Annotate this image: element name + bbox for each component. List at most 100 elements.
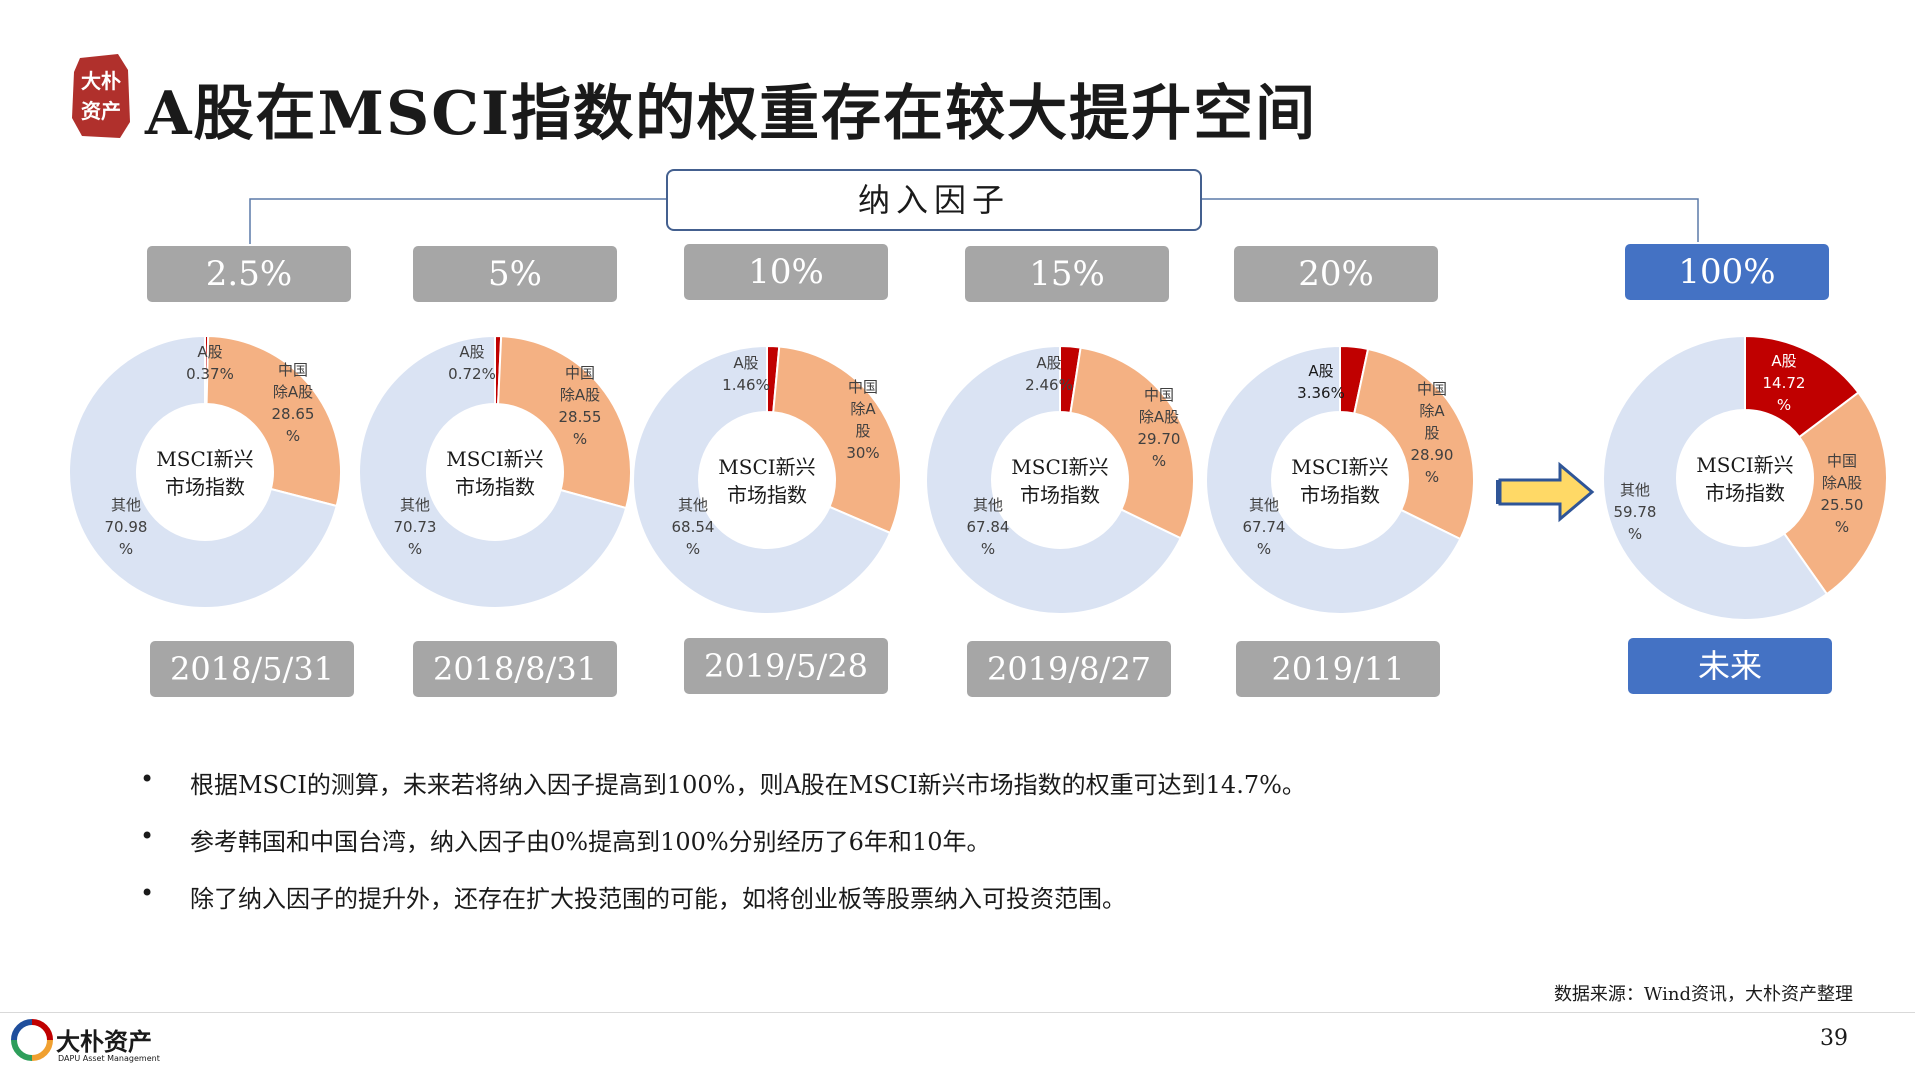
bullet-text: 除了纳入因子的提升外，还存在扩大投范围的可能，如将创业板等股票纳入可投资范围。 <box>190 885 1126 913</box>
data-label: 67.84 <box>967 518 1010 536</box>
data-label: % <box>286 427 300 445</box>
data-label: 中国 <box>848 378 878 396</box>
center-label: 市场指数 <box>165 475 245 499</box>
data-label: 其他 <box>678 496 708 514</box>
data-label: 68.54 <box>672 518 715 536</box>
data-label: 70.73 <box>394 518 437 536</box>
center-label: MSCI新兴 <box>718 455 815 479</box>
footer-divider <box>0 1012 1915 1013</box>
data-label: % <box>981 540 995 558</box>
data-label: 股 <box>855 422 870 440</box>
seal-logo: 大朴 资产 <box>72 54 130 138</box>
data-label: 其他 <box>1249 496 1279 514</box>
data-label: % <box>408 540 422 558</box>
data-label: A股 <box>459 343 484 361</box>
inclusion-factor-header: 纳入因子 <box>666 169 1202 231</box>
data-label: 25.50 <box>1821 496 1864 514</box>
bullet-symbol: • <box>140 879 155 907</box>
data-label: % <box>1777 396 1791 414</box>
data-label: 其他 <box>400 496 430 514</box>
donut-slice-other <box>925 344 1183 615</box>
data-label: 59.78 <box>1614 503 1657 521</box>
data-label: A股 <box>1771 352 1796 370</box>
donut-slice-other <box>632 344 892 615</box>
data-label: 除A股 <box>273 383 313 401</box>
data-label: 除A股 <box>560 386 600 404</box>
donut-slice-china-ex-a <box>1353 347 1475 541</box>
date-chip-2018-5-31: 2018/5/31 <box>150 641 354 697</box>
donut-slice-china-ex-a <box>205 335 342 508</box>
factor-connector <box>249 198 1699 244</box>
bullet-symbol: • <box>140 822 155 850</box>
center-label: MSCI新兴 <box>1011 455 1108 479</box>
data-label: 除A <box>1419 402 1445 420</box>
factor-chip-2-5: 2.5% <box>147 246 351 302</box>
center-label: MSCI新兴 <box>1696 453 1793 477</box>
svg-text:资产: 资产 <box>81 99 121 123</box>
data-label: 29.70 <box>1138 430 1181 448</box>
data-label: 0.72% <box>448 365 496 383</box>
company-logo-icon <box>11 1019 53 1061</box>
data-label: % <box>573 430 587 448</box>
data-label: 中国 <box>1827 452 1857 470</box>
donut-slice-china-ex-a <box>1069 346 1195 540</box>
donut-slice-other <box>1205 344 1462 615</box>
data-label: 除A股 <box>1822 474 1862 492</box>
data-label: % <box>1257 540 1271 558</box>
center-label: 市场指数 <box>727 483 807 507</box>
data-label: 中国 <box>565 364 595 382</box>
data-label: 30% <box>846 444 879 462</box>
center-label: MSCI新兴 <box>446 447 543 471</box>
data-label: 其他 <box>111 496 141 514</box>
data-label: 14.72 <box>1763 374 1806 392</box>
data-label: 70.98 <box>105 518 148 536</box>
factor-chip-15: 15% <box>965 246 1169 302</box>
data-label: 0.37% <box>186 365 234 383</box>
data-label: % <box>1425 468 1439 486</box>
data-label: 28.55 <box>559 408 602 426</box>
data-label: A股 <box>733 354 758 372</box>
data-label: 67.74 <box>1243 518 1286 536</box>
bullet-text: 根据MSCI的测算，未来若将纳入因子提高到100%，则A股在MSCI新兴市场指数… <box>190 771 1306 799</box>
donut-slice-other <box>68 334 338 609</box>
data-label: 1.46% <box>722 376 770 394</box>
data-label: A股 <box>197 343 222 361</box>
data-label: A股 <box>1308 362 1333 380</box>
data-label: 其他 <box>1620 481 1650 499</box>
company-logo-name: 大朴资产 <box>56 1028 152 1056</box>
data-label: A股 <box>1036 354 1061 372</box>
center-label: 市场指数 <box>455 475 535 499</box>
center-label: MSCI新兴 <box>156 447 253 471</box>
data-label: 中国 <box>1417 380 1447 398</box>
donut-slice-other <box>1602 334 1829 621</box>
factor-chip-10: 10% <box>684 244 888 300</box>
donut-slice-china-ex-a <box>772 345 902 535</box>
date-chip-2019-8-27: 2019/8/27 <box>967 641 1171 697</box>
page-title: A股在MSCI指数的权重存在较大提升空间 <box>145 79 1318 149</box>
data-label: 股 <box>1424 424 1439 442</box>
date-chip-2019-5-28: 2019/5/28 <box>684 638 888 694</box>
factor-chip-100: 100% <box>1625 244 1829 300</box>
donut-slice-china-ex-a <box>1782 391 1888 596</box>
arrow-tail <box>1496 480 1500 504</box>
center-label: 市场指数 <box>1705 481 1785 505</box>
date-chip-2019-11: 2019/11 <box>1236 641 1440 697</box>
bullet-symbol: • <box>140 765 155 793</box>
donut-slice-other <box>358 334 628 609</box>
factor-chip-20: 20% <box>1234 246 1438 302</box>
arrow-right-icon <box>1498 461 1595 523</box>
data-source-note: 数据来源：Wind资讯，大朴资产整理 <box>1553 984 1853 1005</box>
svg-text:大朴: 大朴 <box>81 69 121 93</box>
date-chip-future: 未来 <box>1628 638 1832 694</box>
center-label: 市场指数 <box>1300 483 1380 507</box>
data-label: 除A <box>850 400 876 418</box>
data-label: 28.65 <box>272 405 315 423</box>
company-logo-subtitle: DAPU Asset Management <box>58 1054 160 1063</box>
data-label: 3.36% <box>1297 384 1345 402</box>
donut-slice-china-ex-a <box>497 335 632 510</box>
